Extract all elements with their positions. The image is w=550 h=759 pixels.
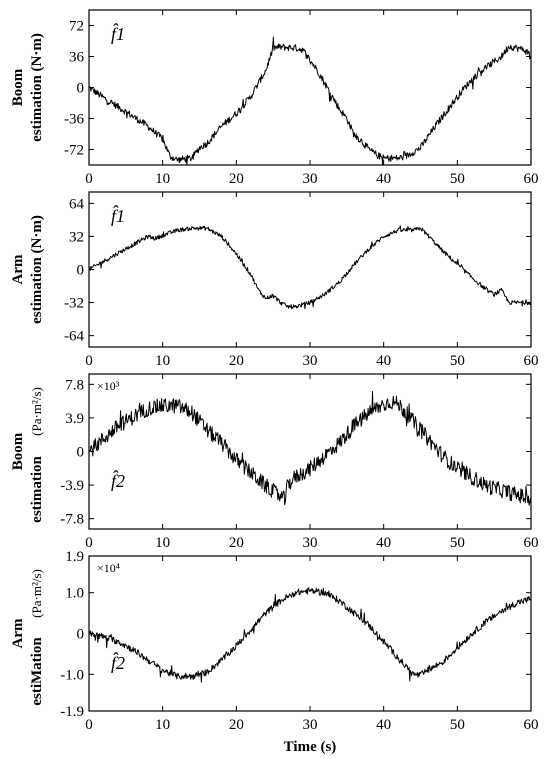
y-tick-label: 0 bbox=[77, 445, 85, 461]
y-axis-label-line1: Arm bbox=[10, 618, 26, 648]
y-tick-label: -64 bbox=[64, 329, 84, 345]
x-tick-label: 50 bbox=[450, 535, 465, 551]
x-tick-label: 30 bbox=[303, 717, 318, 733]
estimate-symbol: f̂1 bbox=[111, 205, 125, 226]
y-axis-units: (Pa·m²/s) bbox=[29, 387, 44, 436]
y-axis-label-line2: estimation (N·m) bbox=[29, 215, 45, 324]
axis-multiplier: ×10³ bbox=[97, 379, 120, 393]
y-tick-label: 1.9 bbox=[65, 549, 84, 565]
x-tick-label: 0 bbox=[85, 353, 93, 369]
x-tick-label: 20 bbox=[229, 171, 244, 187]
x-tick-label: 60 bbox=[524, 717, 539, 733]
x-tick-label: 50 bbox=[450, 353, 465, 369]
plot-frame bbox=[88, 555, 532, 712]
x-tick-label: 50 bbox=[450, 717, 465, 733]
plot-frame bbox=[88, 191, 532, 348]
x-tick-label: 0 bbox=[85, 717, 93, 733]
y-tick-label: 3.9 bbox=[65, 411, 84, 427]
y-tick-label: 0 bbox=[77, 81, 85, 97]
x-tick-label: 10 bbox=[155, 717, 170, 733]
estimation-series-line bbox=[88, 391, 532, 506]
y-tick-label: 36 bbox=[69, 50, 85, 66]
x-axis-label: Time (s) bbox=[284, 739, 337, 755]
y-axis-label-line1: Boom bbox=[10, 68, 26, 106]
y-tick-label: 72 bbox=[69, 19, 84, 35]
y-tick-label: 1.0 bbox=[65, 586, 84, 602]
y-tick-label: -7.8 bbox=[60, 512, 84, 528]
y-axis-units: (Pa·m²/s) bbox=[29, 569, 44, 618]
x-tick-label: 60 bbox=[524, 353, 539, 369]
y-tick-label: 64 bbox=[69, 196, 85, 212]
x-tick-label: 20 bbox=[229, 717, 244, 733]
x-tick-label: 40 bbox=[376, 717, 391, 733]
plot-frame bbox=[88, 373, 532, 530]
y-tick-label: -1.0 bbox=[60, 667, 84, 683]
x-tick-label: 20 bbox=[229, 353, 244, 369]
estimation-series-line bbox=[88, 225, 532, 310]
estimate-symbol: f̂2 bbox=[111, 652, 125, 673]
y-tick-label: -72 bbox=[64, 143, 84, 159]
y-axis-label-line1: Arm bbox=[10, 254, 26, 284]
estimation-series-line bbox=[88, 36, 532, 166]
x-tick-label: 60 bbox=[524, 171, 539, 187]
x-tick-label: 10 bbox=[155, 171, 170, 187]
y-tick-label: 7.8 bbox=[65, 377, 84, 393]
x-tick-label: 40 bbox=[376, 171, 391, 187]
estimate-symbol: f̂2 bbox=[111, 470, 125, 491]
x-tick-label: 40 bbox=[376, 535, 391, 551]
axis-multiplier: ×10⁴ bbox=[97, 561, 120, 575]
x-tick-label: 40 bbox=[376, 353, 391, 369]
x-tick-label: 30 bbox=[303, 171, 318, 187]
y-tick-label: 0 bbox=[77, 263, 85, 279]
y-axis-label-line1: Boom bbox=[10, 432, 26, 470]
y-axis-label-line2: estimation bbox=[29, 456, 45, 523]
x-tick-label: 0 bbox=[85, 535, 93, 551]
estimation-series-line bbox=[88, 587, 532, 683]
x-tick-label: 30 bbox=[303, 353, 318, 369]
x-tick-label: 0 bbox=[85, 171, 93, 187]
x-tick-label: 10 bbox=[155, 353, 170, 369]
y-tick-label: -36 bbox=[64, 112, 84, 128]
y-tick-label: -1.9 bbox=[60, 704, 84, 720]
estimate-symbol: f̂1 bbox=[111, 23, 125, 44]
x-tick-label: 20 bbox=[229, 535, 244, 551]
x-tick-label: 10 bbox=[155, 535, 170, 551]
y-axis-label-line2: estiMation bbox=[29, 637, 45, 706]
x-tick-label: 50 bbox=[450, 171, 465, 187]
x-tick-label: 30 bbox=[303, 535, 318, 551]
y-tick-label: -3.9 bbox=[60, 478, 84, 494]
y-tick-label: -32 bbox=[64, 296, 84, 312]
y-tick-label: 32 bbox=[69, 229, 84, 245]
x-tick-label: 60 bbox=[524, 535, 539, 551]
y-tick-label: 0 bbox=[77, 627, 85, 643]
plot-frame bbox=[88, 9, 532, 166]
y-axis-label-line2: estimation (N·m) bbox=[29, 33, 45, 142]
